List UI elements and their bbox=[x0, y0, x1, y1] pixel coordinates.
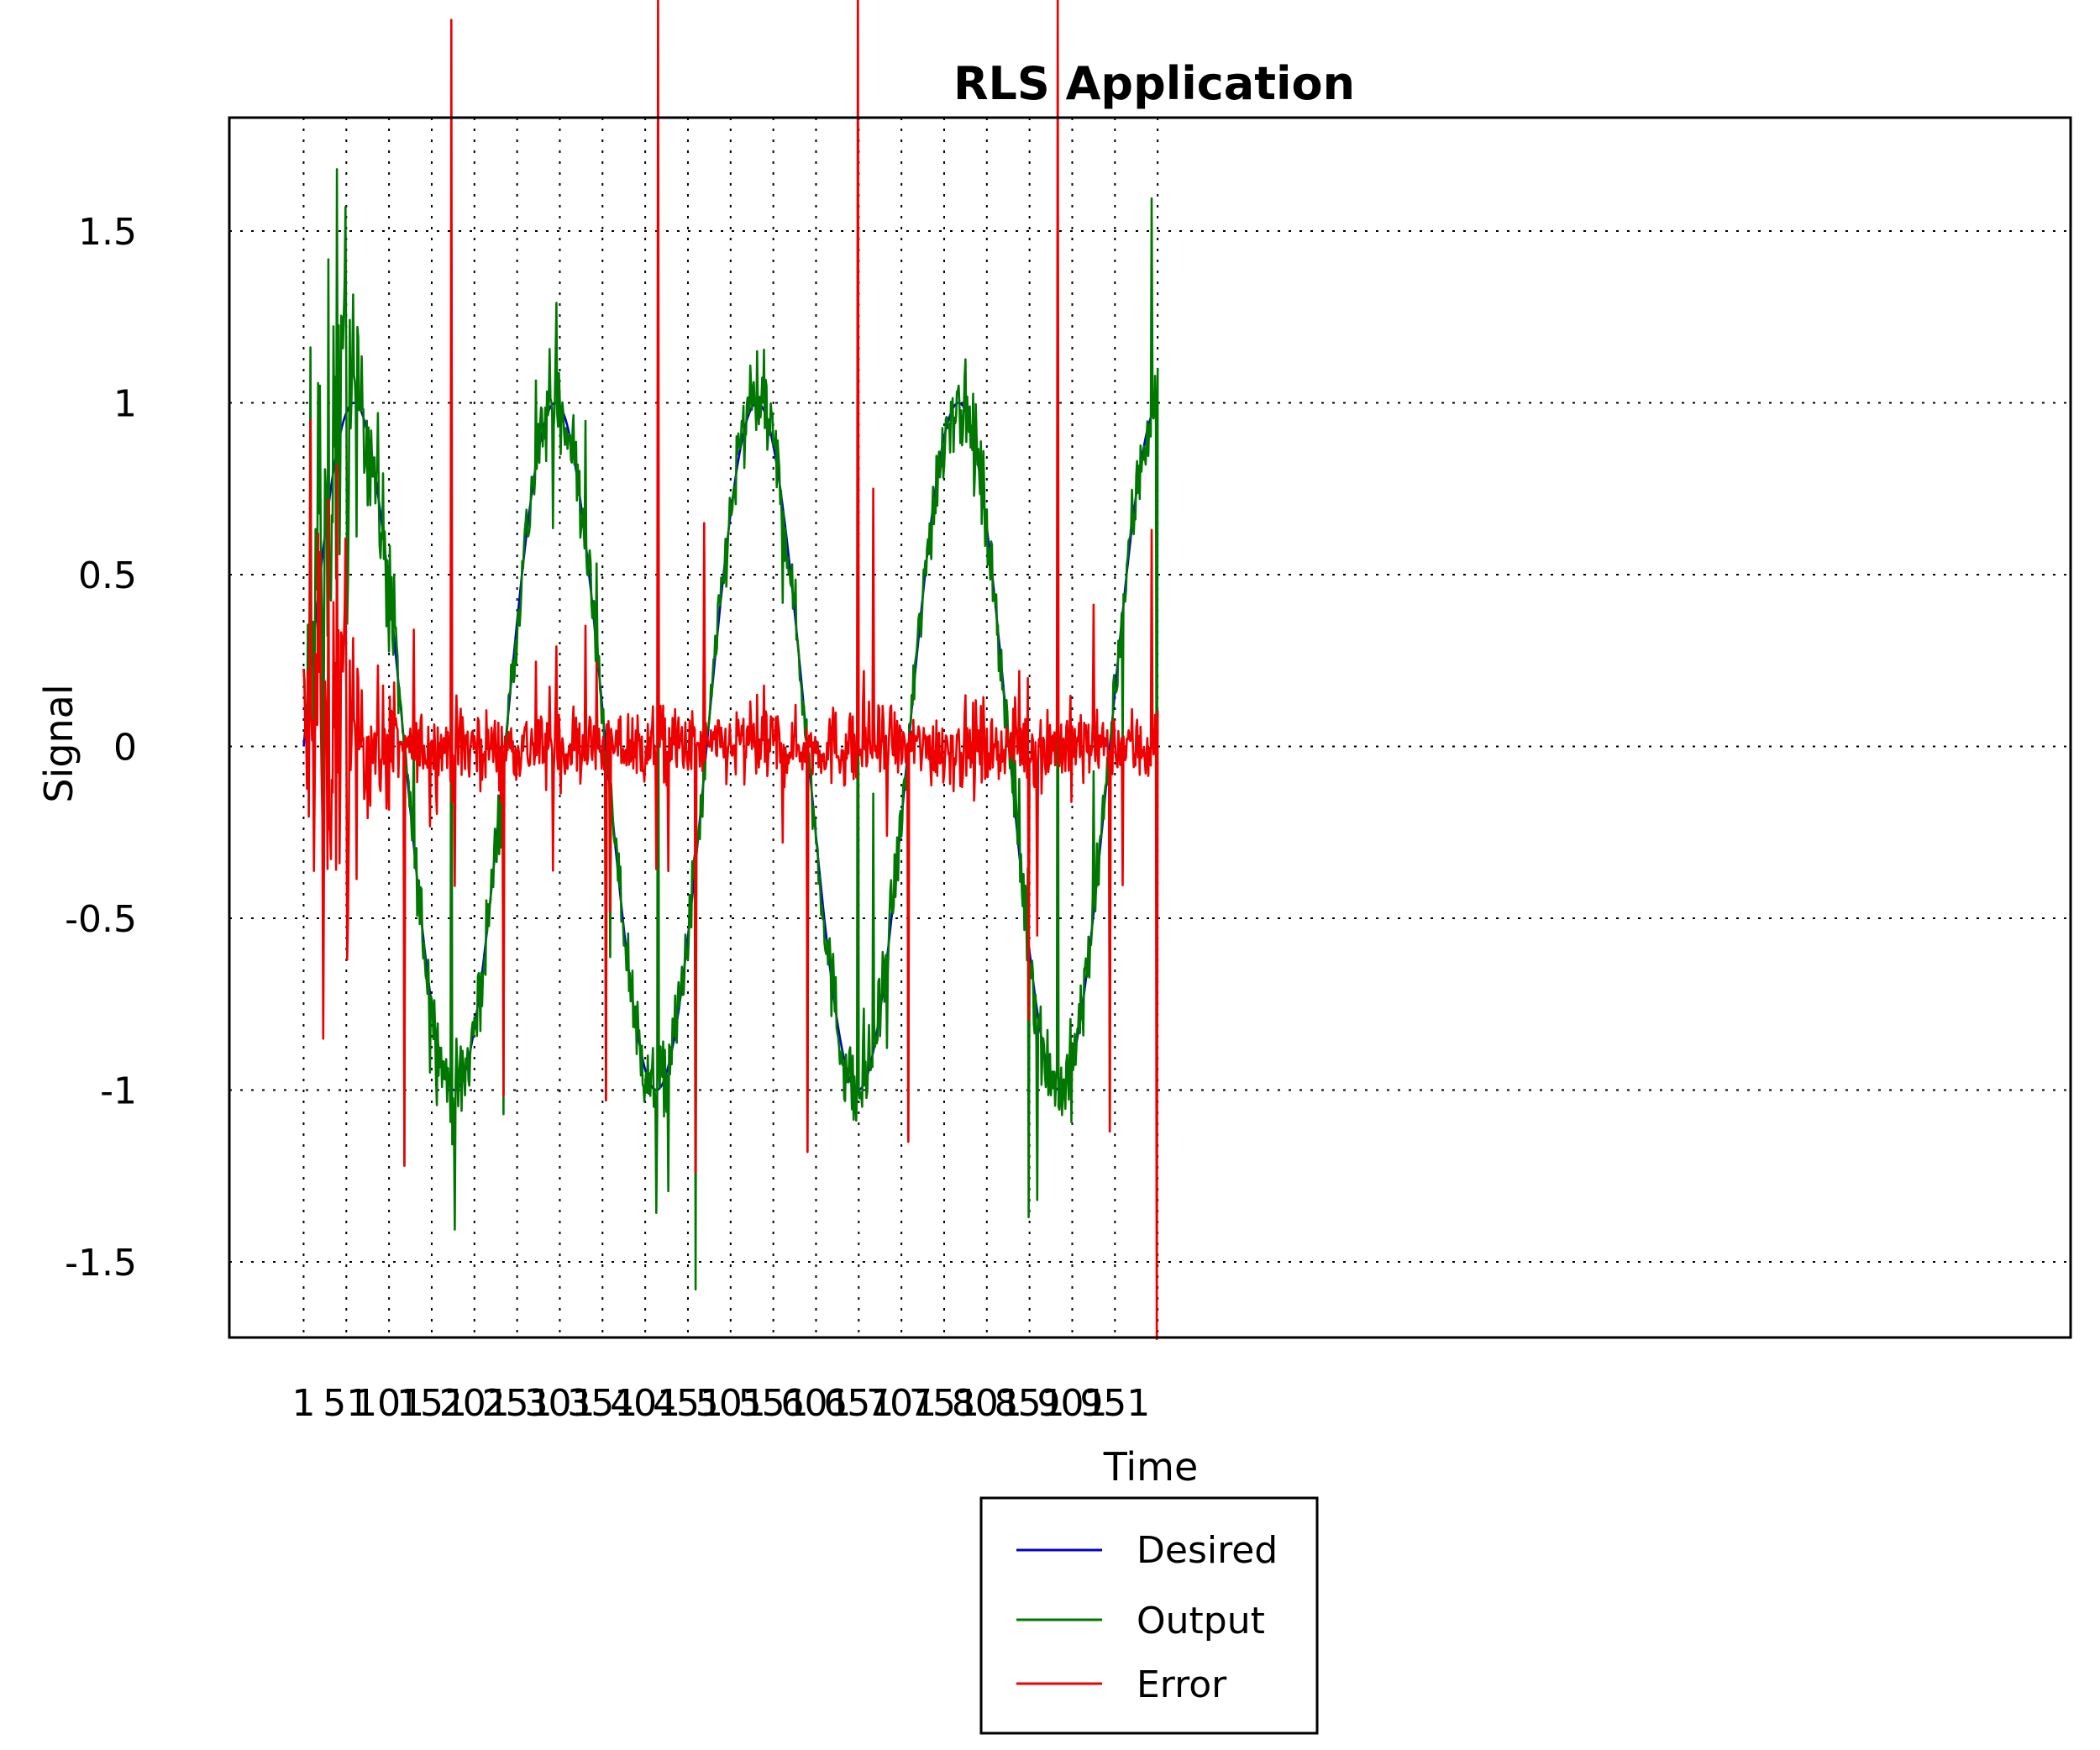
x-tick-label: 451 bbox=[653, 1382, 723, 1425]
chart-title: RLS Application bbox=[953, 57, 1355, 110]
y-tick-labels: 1.5 1 0.5 0 -0.5 -1 -1.5 bbox=[65, 211, 137, 1285]
x-tick-label: 601 bbox=[780, 1382, 851, 1425]
x-tick-label: 901 bbox=[1037, 1382, 1107, 1425]
y-axis-label: Signal bbox=[36, 684, 81, 802]
x-tick-label: 751 bbox=[909, 1382, 979, 1425]
x-tick-label: 501 bbox=[696, 1382, 766, 1425]
x-tick-label: 101 bbox=[354, 1382, 424, 1425]
x-tick-label: 301 bbox=[524, 1382, 595, 1425]
x-tick-label: 51 bbox=[323, 1382, 370, 1425]
x-tick-labels: 1 511011512012513013514014515015516016517… bbox=[291, 1382, 1150, 1425]
plot-frame bbox=[228, 116, 2072, 1339]
x-tick-label: 351 bbox=[567, 1382, 638, 1425]
x-tick-label: 551 bbox=[738, 1382, 809, 1425]
y-tick-label: 1 bbox=[113, 382, 137, 425]
legend-label-output: Output bbox=[1137, 1600, 1265, 1642]
x-tick-label: 201 bbox=[439, 1382, 510, 1425]
y-tick-label: 0.5 bbox=[78, 554, 137, 597]
x-tick-label: 701 bbox=[866, 1382, 937, 1425]
legend-label-error: Error bbox=[1137, 1663, 1227, 1706]
x-tick-label: 851 bbox=[995, 1382, 1065, 1425]
legend: Desired Output Error bbox=[979, 1496, 1319, 1735]
y-tick-label: 0 bbox=[113, 726, 137, 769]
x-tick-label: 801 bbox=[952, 1382, 1022, 1425]
series-line-output bbox=[302, 168, 1159, 1290]
series-line-error bbox=[302, 0, 1159, 1341]
y-tick-label: 1.5 bbox=[78, 211, 137, 254]
x-axis-label: Time bbox=[1103, 1444, 1199, 1490]
legend-box bbox=[979, 1496, 1319, 1735]
y-tick-label: -1.5 bbox=[65, 1242, 137, 1285]
legend-label-desired: Desired bbox=[1137, 1529, 1278, 1572]
series-lines bbox=[302, 0, 1159, 1341]
x-tick-label: 1 bbox=[291, 1382, 315, 1425]
x-tick-label: 151 bbox=[396, 1382, 467, 1425]
grid bbox=[229, 118, 2071, 1337]
y-tick-label: -1 bbox=[100, 1070, 137, 1113]
y-tick-label: -0.5 bbox=[65, 898, 137, 941]
x-tick-label: 251 bbox=[482, 1382, 553, 1425]
x-tick-label: 401 bbox=[610, 1382, 680, 1425]
x-tick-label: 951 bbox=[1079, 1382, 1150, 1425]
x-tick-label: 651 bbox=[823, 1382, 894, 1425]
